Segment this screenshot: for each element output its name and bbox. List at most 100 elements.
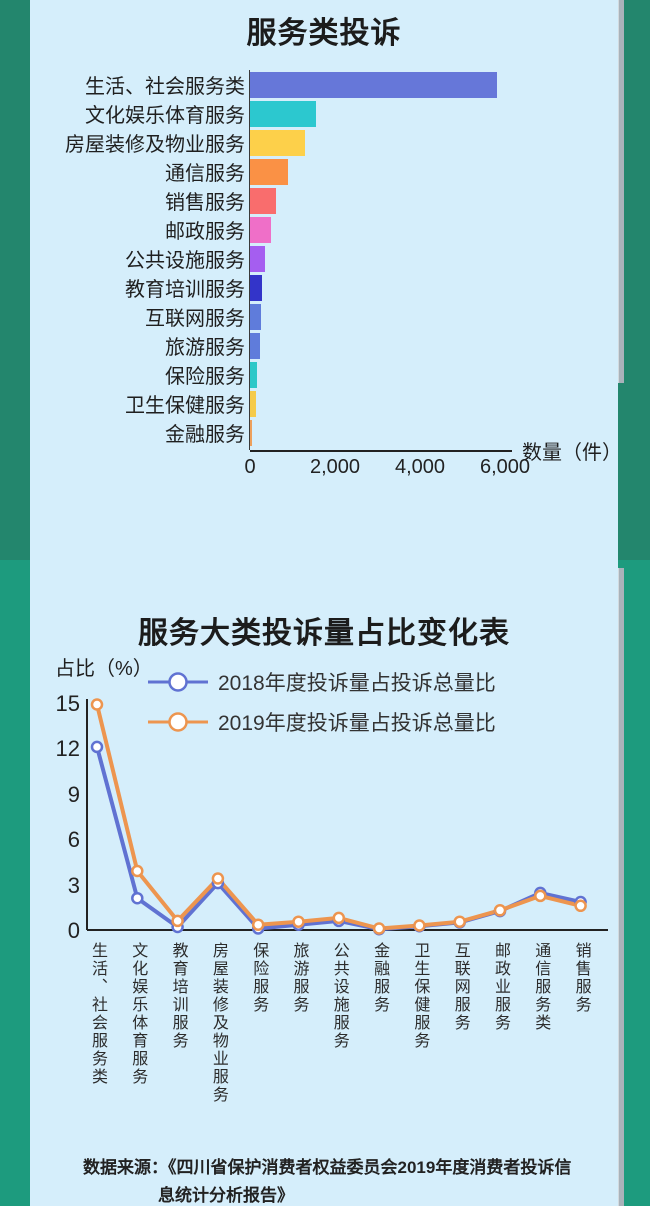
data-point-2019 xyxy=(211,872,225,885)
bar xyxy=(250,332,260,359)
bar-chart-x-tick: 4,000 xyxy=(394,456,446,478)
data-point-2019 xyxy=(372,922,386,935)
bar-category-label: 金融服务 xyxy=(165,424,245,446)
data-point-2019 xyxy=(413,919,426,932)
bar-category-label: 旅游服务 xyxy=(165,337,245,359)
bar-row: 金融服务 xyxy=(30,418,618,447)
bar-category-label: 公共设施服务 xyxy=(125,250,245,272)
bar-category-label: 销售服务 xyxy=(165,192,245,214)
line-chart-title: 服务大类投诉量占比变化表 xyxy=(138,617,510,650)
bar-category-label: 生活、社会服务类 xyxy=(85,76,245,98)
bar-row: 销售服务 xyxy=(30,186,618,215)
scrollbar-thumb[interactable] xyxy=(618,0,624,383)
line-chart-y-axis-label: 占比（%） xyxy=(55,658,153,680)
data-point-2019 xyxy=(574,899,587,913)
bar xyxy=(250,71,497,98)
bar xyxy=(250,390,256,417)
line-plot xyxy=(86,698,608,936)
bar-category-label: 互联网服务 xyxy=(145,308,245,330)
bar-row: 文化娱乐体育服务 xyxy=(30,99,618,128)
data-point-2019 xyxy=(251,918,265,931)
line-chart-x-category: 金融服务 xyxy=(371,942,389,1014)
data-point-2018 xyxy=(90,740,104,754)
bar xyxy=(250,100,316,127)
data-point-2019 xyxy=(131,864,144,878)
line-chart-x-category: 生活、社会服务类 xyxy=(89,942,106,1086)
line-chart-x-category: 销售服务 xyxy=(572,942,590,1014)
line-chart-x-category: 通信服务类 xyxy=(532,942,550,1032)
bar-row: 旅游服务 xyxy=(30,331,618,360)
legend-label: 2018年度投诉量占投诉总量比 xyxy=(218,672,496,695)
bar-chart-title: 服务类投诉 xyxy=(246,17,402,50)
line-chart-x-category: 互联网服务 xyxy=(451,942,469,1032)
bar xyxy=(250,303,261,330)
line-chart-legend: 2018年度投诉量占投诉总量比 2019年度投诉量占投诉总量比 xyxy=(148,662,496,742)
bar-chart-y-axis-line xyxy=(249,70,250,450)
bar-chart-x-tick: 2,000 xyxy=(309,456,361,478)
line-chart-x-category: 公共设施服务 xyxy=(330,942,348,1050)
series-group xyxy=(90,698,587,936)
bar xyxy=(250,216,272,243)
bar-row: 保险服务 xyxy=(30,360,618,389)
bar-row: 公共设施服务 xyxy=(30,244,618,273)
bar-category-label: 保险服务 xyxy=(165,366,245,388)
bar xyxy=(250,274,262,301)
bar-row: 卫生保健服务 xyxy=(30,389,618,418)
data-point-2019 xyxy=(534,889,547,903)
line-chart-x-category: 文化娱乐体育服务 xyxy=(129,942,147,1086)
infographic-panel: 服务类投诉 生活、社会服务类 文化娱乐体育服务 房屋装修及物业服务 通信服务 销售服务邮… xyxy=(30,0,622,1206)
bar-row: 房屋装修及物业服务 xyxy=(30,128,618,157)
line-chart-y-tick: 0 xyxy=(67,918,80,943)
bar xyxy=(250,158,289,185)
data-point-2019 xyxy=(453,915,466,928)
legend-item: 2018年度投诉量占投诉总量比 xyxy=(148,662,496,702)
bar-row: 互联网服务 xyxy=(30,302,618,331)
bar-category-label: 教育培训服务 xyxy=(125,279,245,301)
legend-marker-icon xyxy=(148,712,208,732)
line-chart-y-tick: 15 xyxy=(55,691,80,716)
bar-category-label: 邮政服务 xyxy=(165,221,245,243)
line-chart-y-tick: 12 xyxy=(55,736,80,762)
bar-chart-x-axis-line xyxy=(250,450,512,452)
line-chart-x-category: 房屋装修及物业服务 xyxy=(209,942,227,1104)
bar-category-label: 文化娱乐体育服务 xyxy=(85,105,245,127)
bar-chart-rows: 生活、社会服务类 文化娱乐体育服务房屋装修及物业服务通信服务销售服务邮政服务公共设… xyxy=(30,70,618,447)
scrollbar-thumb[interactable] xyxy=(618,568,624,1206)
data-point-2019 xyxy=(332,911,346,925)
data-point-2018 xyxy=(131,891,144,905)
legend-label: 2019年度投诉量占投诉总量比 xyxy=(218,712,496,735)
bar-row: 教育培训服务 xyxy=(30,273,618,302)
line-chart-x-category: 保险服务 xyxy=(250,942,268,1014)
bar xyxy=(250,245,265,272)
series-line-2019 xyxy=(95,704,582,931)
line-chart-x-category: 旅游服务 xyxy=(290,942,308,1014)
bar xyxy=(250,419,253,446)
bar xyxy=(250,361,257,388)
line-chart-y-tick: 3 xyxy=(67,872,80,898)
bar-row: 生活、社会服务类 xyxy=(30,70,618,99)
bar xyxy=(250,129,306,156)
bar-row: 通信服务 xyxy=(30,157,618,186)
data-point-2019 xyxy=(171,914,184,928)
data-source-line1: 数据来源：《四川省保护消费者权益委员会2019年度消费者投诉信 xyxy=(83,1158,572,1177)
line-chart-x-category: 邮政业服务 xyxy=(492,942,509,1032)
data-point-2019 xyxy=(90,698,104,711)
bar-category-label: 通信服务 xyxy=(165,163,245,185)
legend-marker-icon xyxy=(148,672,208,692)
bar-chart-x-tick: 0 xyxy=(244,456,256,478)
bar xyxy=(250,187,277,214)
legend-item: 2019年度投诉量占投诉总量比 xyxy=(148,702,496,742)
data-point-2019 xyxy=(493,904,507,917)
line-chart-x-category: 教育培训服务 xyxy=(169,942,187,1050)
bar-row: 邮政服务 xyxy=(30,215,618,244)
bar-category-label: 房屋装修及物业服务 xyxy=(65,134,245,156)
line-chart-x-category: 卫生保健服务 xyxy=(411,942,429,1050)
data-source-line2: 息统计分析报告》 xyxy=(158,1186,294,1205)
line-chart-y-tick: 9 xyxy=(67,781,80,807)
series-line-2018 xyxy=(95,746,582,932)
line-chart-y-tick: 6 xyxy=(67,827,80,853)
data-point-2019 xyxy=(292,915,305,928)
bar-chart-x-axis-label: 数量（件） xyxy=(522,442,622,464)
bar-category-label: 卫生保健服务 xyxy=(125,395,245,417)
bar-chart-x-tick: 6,000 xyxy=(479,456,531,478)
